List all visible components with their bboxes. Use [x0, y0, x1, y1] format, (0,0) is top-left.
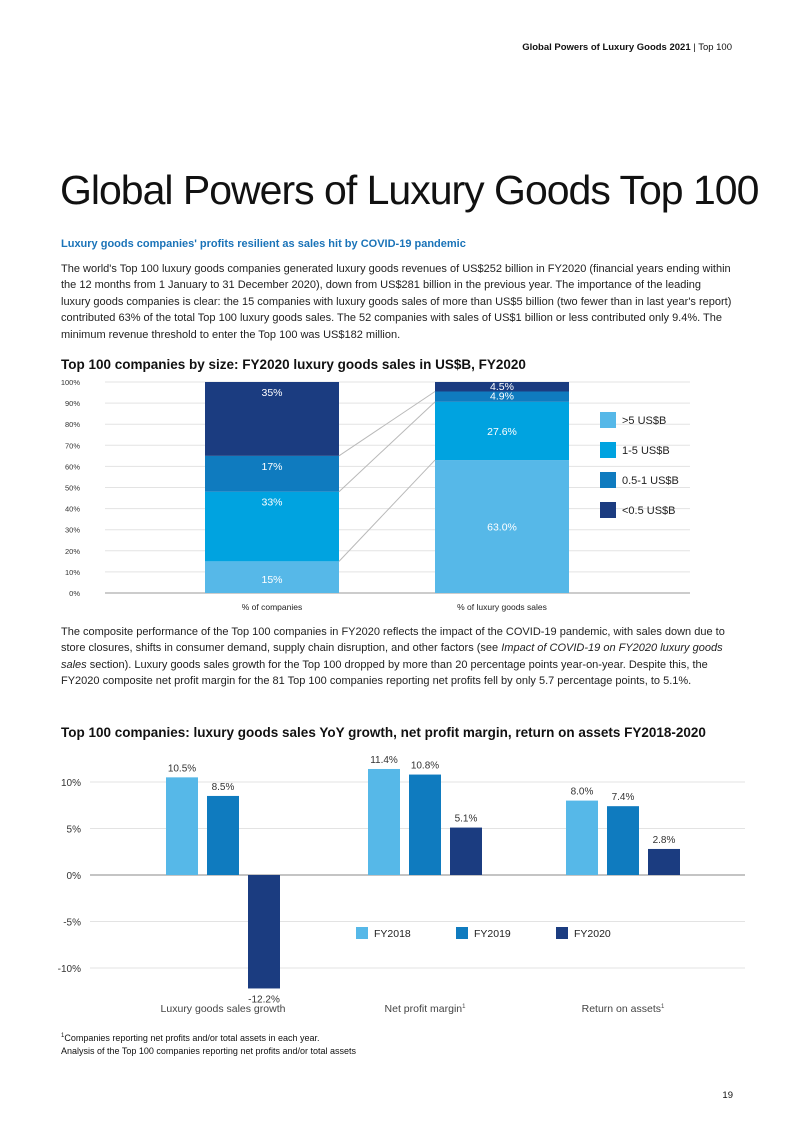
connector-line	[338, 391, 436, 457]
connector-line	[338, 401, 436, 493]
page-number: 19	[722, 1090, 733, 1101]
bar	[450, 827, 482, 875]
publication-name: Global Powers of Luxury Goods 2021	[522, 42, 691, 53]
legend-swatch	[556, 927, 568, 939]
y-tick-label: 90%	[65, 399, 80, 408]
legend-label: FY2020	[574, 928, 611, 940]
y-tick-label: 100%	[61, 378, 81, 387]
legend-swatch	[600, 472, 616, 488]
segment-label: 33%	[261, 497, 282, 509]
y-tick-label: 70%	[65, 441, 80, 450]
segment-label: 15%	[261, 574, 282, 586]
segment-label: 35%	[261, 387, 282, 399]
segment-label: 4.5%	[490, 381, 514, 393]
legend-label: FY2018	[374, 928, 411, 940]
y-tick-label: 30%	[65, 526, 80, 535]
x-category-label: Net profit margin1	[385, 1003, 467, 1015]
y-tick-label: 50%	[65, 484, 80, 493]
connector-line	[338, 459, 436, 562]
intro-paragraph: The world's Top 100 luxury goods compani…	[61, 263, 732, 341]
bar-value-label: 10.5%	[168, 763, 196, 774]
chart2-title: Top 100 companies: luxury goods sales Yo…	[61, 725, 706, 740]
y-tick-label: 40%	[65, 505, 80, 514]
bar-value-label: 8.5%	[212, 782, 235, 793]
segment-label: 63.0%	[487, 522, 517, 534]
stacked-bar-segment	[435, 382, 569, 392]
bar	[409, 774, 441, 875]
legend-label: FY2019	[474, 928, 511, 940]
bar-value-label: -12.2%	[248, 994, 280, 1005]
page-title: Global Powers of Luxury Goods Top 100	[60, 167, 759, 213]
performance-chart: 10% 5% 0% -5% -10% 10.5% 8.5% -12.2%Luxury good…	[58, 755, 745, 1015]
x-category-label: Return on assets1	[582, 1003, 665, 1015]
bar-value-label: 11.4%	[370, 755, 398, 766]
x-category-superscript: 1	[661, 1004, 665, 1010]
y-tick-label: -10%	[58, 964, 81, 975]
legend-label: 1-5 US$B	[622, 445, 670, 457]
legend-swatch	[600, 502, 616, 518]
y-tick-label: 0%	[67, 871, 82, 882]
bar-value-label: 10.8%	[411, 761, 439, 772]
legend-label: >5 US$B	[622, 415, 666, 427]
bar	[607, 806, 639, 875]
y-tick-label: 20%	[65, 547, 80, 556]
footnote-line-1: 1Companies reporting net profits and/or …	[61, 1030, 356, 1045]
x-category-label: Luxury goods sales growth	[161, 1003, 286, 1015]
stacked-bar-segment	[435, 391, 569, 402]
composite-paragraph-italic: Impact of COVID-19 on FY2020 luxury good…	[61, 642, 723, 671]
footnote: 1Companies reporting net profits and/or …	[61, 1030, 356, 1058]
footnote-text-1: Companies reporting net profits and/or t…	[64, 1033, 320, 1043]
bar	[648, 848, 680, 875]
legend-label: 0.5-1 US$B	[622, 475, 679, 487]
header-separator: |	[693, 42, 696, 53]
x-category-label: % of companies	[242, 602, 302, 612]
header-section: Top 100	[698, 42, 732, 53]
footnote-line-2: Analysis of the Top 100 companies report…	[61, 1046, 357, 1056]
segment-label: 4.9%	[490, 390, 514, 402]
stacked-bar-segment	[435, 401, 569, 461]
y-tick-label: 80%	[65, 420, 80, 429]
x-category-superscript: 1	[462, 1004, 466, 1010]
y-tick-label: 0%	[69, 589, 80, 598]
bar-value-label: 7.4%	[612, 792, 635, 803]
footnote-marker: 1	[61, 1033, 65, 1039]
bar	[166, 777, 198, 875]
composite-paragraph: The composite performance of the Top 100…	[61, 624, 733, 690]
stacked-bar-segment	[205, 382, 339, 456]
segment-label: 27.6%	[487, 426, 517, 438]
stacked-bar-segment	[435, 460, 569, 593]
bar	[248, 875, 280, 989]
bar-value-label: 2.8%	[653, 835, 676, 846]
y-tick-label: 10%	[61, 778, 81, 789]
y-tick-label: 10%	[65, 568, 80, 577]
chart1-title: Top 100 companies by size: FY2020 luxury…	[61, 357, 526, 372]
stacked-bar-segment	[205, 491, 339, 562]
legend-swatch	[356, 927, 368, 939]
running-header: Global Powers of Luxury Goods 2021 | Top…	[522, 42, 732, 53]
x-category-label: % of luxury goods sales	[457, 602, 547, 612]
y-tick-label: 5%	[67, 825, 82, 836]
company-size-chart: 0% 10% 20% 30% 40% 50% 60% 70% 80% 90% 100% 15% 33% 1…	[61, 378, 690, 612]
bar	[566, 800, 598, 875]
legend-swatch	[600, 412, 616, 428]
bar	[368, 768, 400, 875]
legend-swatch	[600, 442, 616, 458]
y-tick-label: -5%	[63, 918, 81, 929]
segment-label: 17%	[261, 461, 282, 473]
legend-label: <0.5 US$B	[622, 505, 676, 517]
composite-paragraph-part1: The composite performance of the Top 100…	[61, 626, 725, 655]
stacked-bar-segment	[205, 561, 339, 593]
composite-paragraph-part2: section). Luxury goods sales growth for …	[61, 658, 708, 688]
stacked-bar-segment	[205, 455, 339, 492]
bar-value-label: 5.1%	[455, 814, 478, 825]
section-heading: Luxury goods companies' profits resilien…	[61, 238, 466, 250]
bar	[207, 795, 239, 875]
legend-swatch	[456, 927, 468, 939]
y-tick-label: 60%	[65, 462, 80, 471]
bar-value-label: 8.0%	[571, 787, 594, 798]
